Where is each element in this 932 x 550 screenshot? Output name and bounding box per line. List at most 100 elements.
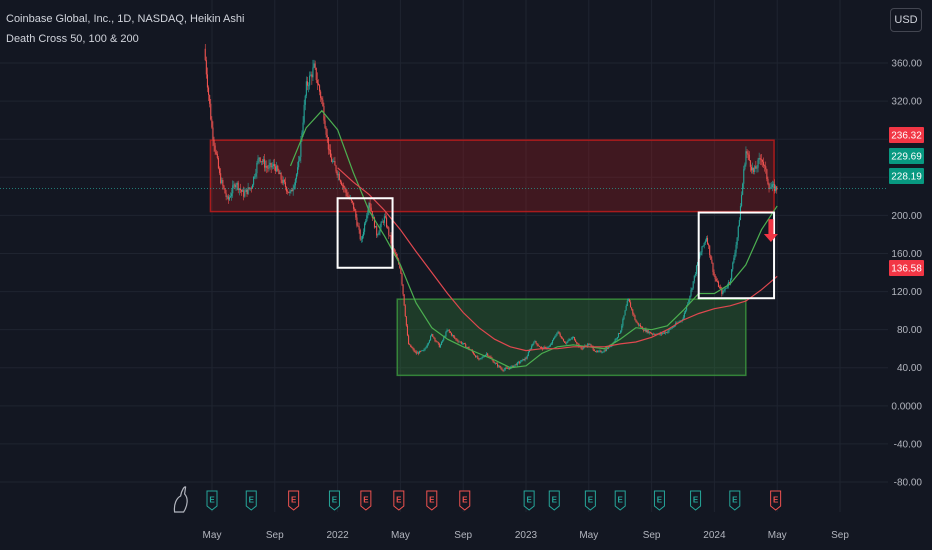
earnings-letter: E [618, 496, 624, 505]
price-axis[interactable]: 360.00320.00280.00200.00160.00120.0080.0… [889, 59, 924, 489]
candle-body [246, 189, 248, 195]
earnings-marker[interactable]: E [523, 490, 535, 511]
earnings-marker[interactable]: E [690, 490, 702, 511]
down-arrow-icon [763, 234, 778, 243]
candle-body [389, 235, 391, 236]
candle-body [571, 337, 573, 339]
candle-body [288, 191, 290, 193]
candle-body [610, 345, 612, 348]
candle-body [647, 330, 649, 334]
candle-body [308, 85, 310, 87]
candle-body [651, 333, 654, 335]
earnings-marker[interactable]: E [245, 490, 257, 511]
candle-body [630, 302, 632, 308]
candle-body [713, 272, 715, 276]
candle-body [303, 104, 305, 123]
earnings-badge-icon [548, 490, 560, 511]
earnings-letter: E [693, 496, 699, 505]
earnings-marker[interactable]: E [614, 490, 626, 511]
candle-body [445, 331, 447, 337]
candle-body [693, 275, 695, 282]
earnings-marker[interactable]: E [328, 490, 340, 511]
candle-body [770, 187, 772, 188]
candle-body [325, 128, 327, 135]
earnings-marker[interactable]: E [360, 490, 372, 511]
candle-body [691, 288, 693, 291]
candle-body [766, 169, 768, 179]
moving-average-layer [289, 109, 778, 369]
candle-body [554, 337, 556, 339]
candle-body [320, 91, 322, 98]
earnings-marker[interactable]: E [548, 490, 560, 511]
candle-body [451, 335, 454, 337]
candle-body [423, 349, 425, 351]
candle-body [332, 161, 334, 163]
earnings-marker[interactable]: E [729, 490, 741, 511]
earnings-letter: E [773, 496, 779, 505]
candle-body [267, 167, 269, 169]
overlay-layer [0, 188, 888, 243]
earnings-marker[interactable]: E [653, 490, 665, 511]
candle-body [621, 325, 623, 331]
candle-body [771, 184, 773, 188]
ma-line-slow [337, 167, 778, 352]
candle-body [556, 332, 558, 336]
candle-body [284, 182, 287, 188]
x-tick-label: May [391, 530, 410, 541]
candle-body [710, 255, 712, 260]
earnings-marker[interactable]: E [770, 490, 782, 511]
candle-body [544, 347, 546, 348]
candle-body [648, 331, 650, 334]
x-tick-label: 2023 [515, 530, 538, 541]
candle-body [433, 336, 435, 338]
price-tag [889, 127, 924, 143]
highlight-box [336, 197, 394, 269]
candle-body [223, 185, 225, 189]
candle-body [692, 281, 694, 289]
earnings-marker[interactable]: E [206, 490, 218, 511]
indicator-label[interactable]: Death Cross 50, 100 & 200 [6, 33, 139, 45]
candle-body [466, 347, 468, 348]
candle-body [753, 167, 755, 172]
candle-body [379, 227, 381, 233]
x-tick-label: Sep [454, 530, 472, 541]
candle-body [599, 350, 601, 352]
candle-body [299, 156, 301, 161]
candle-body [703, 242, 705, 246]
earnings-badge-icon [459, 490, 471, 511]
candle-body [312, 67, 314, 78]
candle-body [232, 185, 234, 194]
earnings-marker[interactable]: E [288, 490, 300, 511]
candle-body [667, 331, 669, 333]
time-axis[interactable]: May Sep 2022 May Sep 2023 May Sep 2024 May Sep [203, 530, 850, 541]
earnings-marker[interactable]: E [584, 490, 596, 511]
currency-button[interactable]: USD [890, 8, 922, 32]
earnings-marker[interactable]: E [426, 490, 438, 511]
candle-body [245, 189, 247, 192]
candle-body [453, 335, 455, 337]
candle-body [641, 326, 643, 328]
x-tick-label: Sep [643, 530, 661, 541]
candle-body [321, 97, 323, 100]
candle-body [417, 352, 420, 354]
candle-body [615, 338, 617, 340]
candle-body [335, 165, 337, 172]
candle-body [455, 338, 457, 340]
candle-body [257, 158, 259, 163]
candle-body [326, 134, 328, 138]
candle-body [725, 287, 727, 289]
x-tick-label: 2022 [326, 530, 349, 541]
candle-body [590, 344, 592, 346]
candle-body [520, 361, 522, 363]
earnings-marker[interactable]: E [459, 490, 471, 511]
candle-body [646, 330, 648, 332]
candle-body [340, 182, 343, 186]
earnings-marker[interactable]: E [393, 490, 405, 511]
candle-body [395, 254, 398, 258]
candle-body [499, 365, 501, 368]
candle-body [287, 191, 289, 193]
candle-body [422, 350, 424, 352]
candle-body [515, 364, 517, 366]
